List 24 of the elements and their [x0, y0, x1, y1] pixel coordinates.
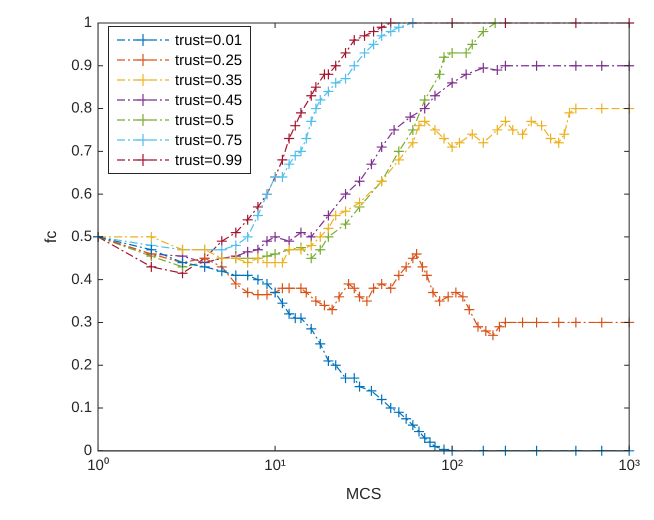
legend-label: trust=0.25 — [175, 52, 242, 68]
x-tick-label: 10⁰ — [87, 456, 109, 474]
y-axis-title: fc — [43, 230, 60, 244]
y-tick-label: 0.7 — [71, 142, 92, 160]
y-tick-label: 0.1 — [71, 399, 92, 416]
y-tick-label: 0.5 — [71, 228, 92, 246]
x-axis-title: MCS — [346, 486, 382, 503]
y-tick-label: 0.9 — [71, 56, 92, 74]
y-tick-label: 0.2 — [71, 356, 92, 374]
y-tick-label: 0.8 — [71, 100, 92, 117]
y-tick-label: 1 — [84, 14, 92, 32]
y-tick-label: 0.6 — [71, 185, 92, 202]
x-tick-label: 10¹ — [264, 456, 286, 474]
legend-label: trust=0.99 — [175, 152, 242, 168]
x-tick-label: 10² — [441, 456, 463, 474]
y-tick-label: 0.4 — [71, 270, 92, 288]
y-tick-label: 0 — [84, 442, 92, 459]
legend-label: trust=0.45 — [175, 92, 242, 108]
legend-label: trust=0.01 — [175, 32, 242, 48]
legend-label: trust=0.5 — [175, 112, 234, 128]
legend-label: trust=0.75 — [175, 132, 242, 148]
x-tick-label: 10³ — [618, 456, 640, 474]
y-tick-label: 0.3 — [71, 314, 92, 331]
legend-label: trust=0.35 — [175, 72, 242, 88]
